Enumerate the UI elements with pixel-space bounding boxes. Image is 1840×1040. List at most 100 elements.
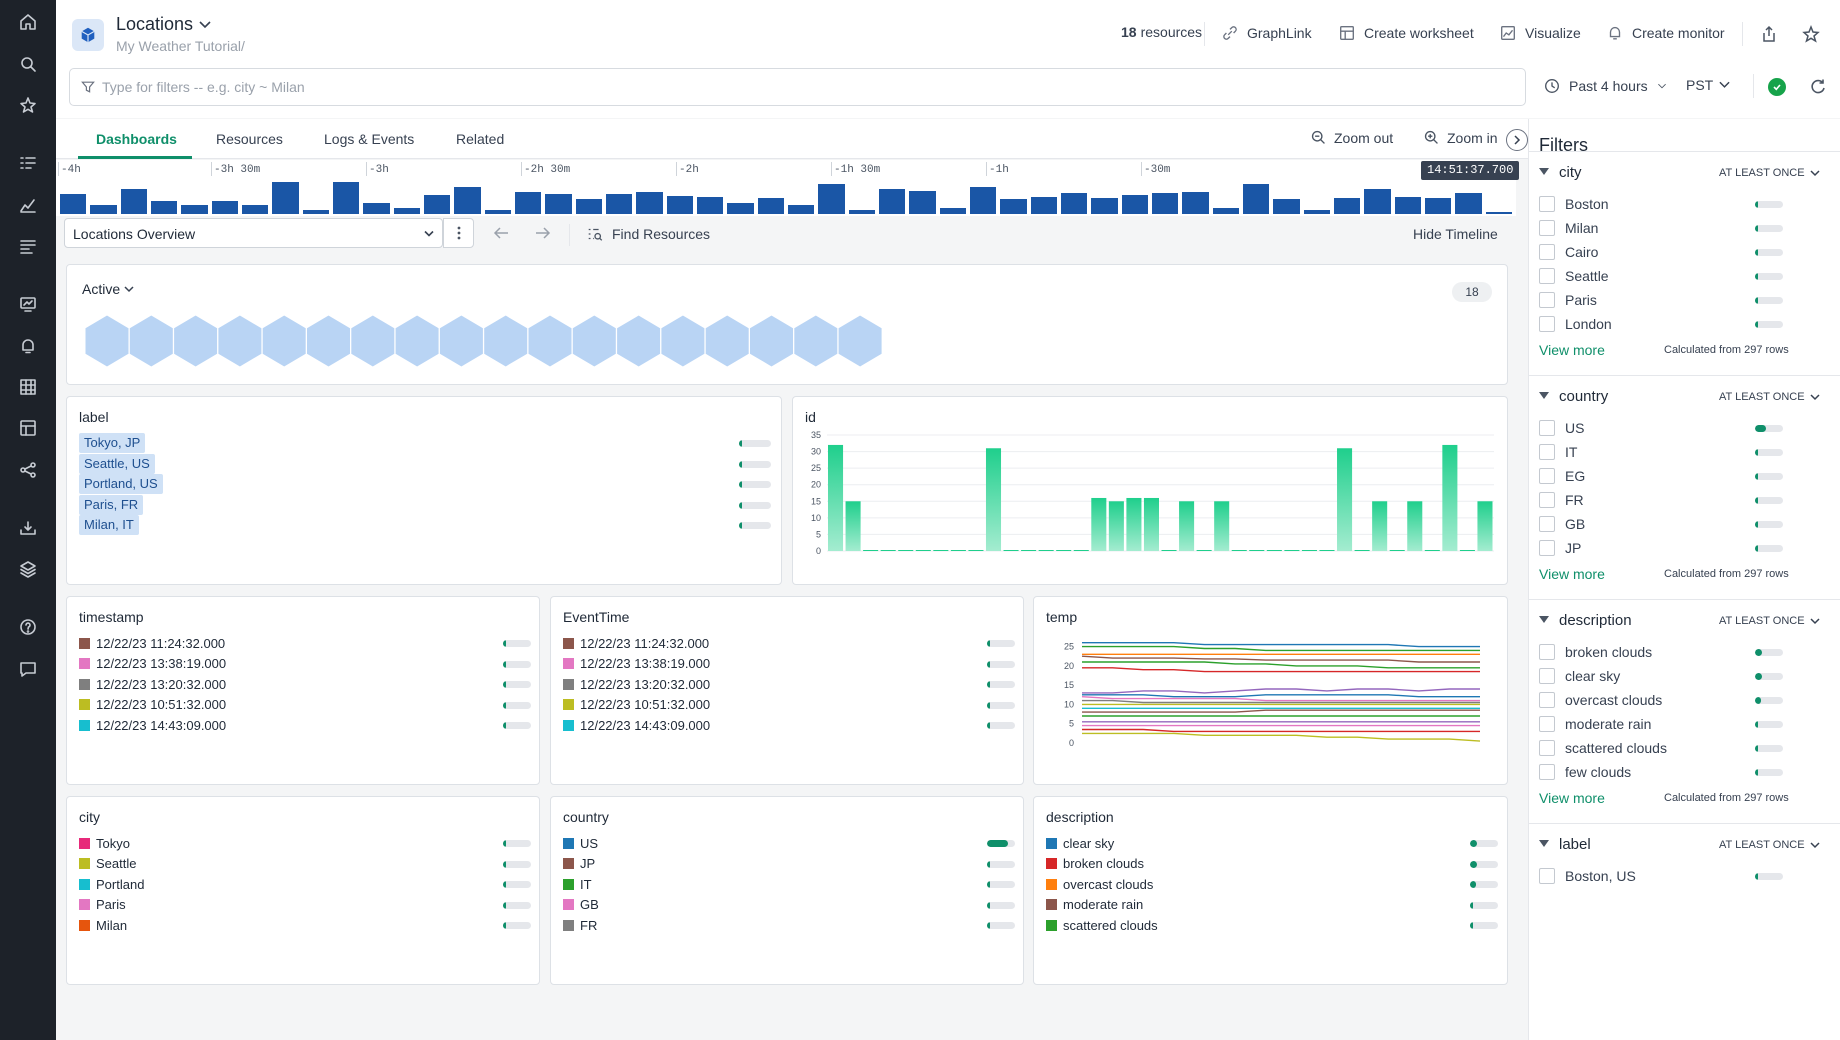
id-bar[interactable] xyxy=(1354,550,1370,551)
zoom-in-button[interactable]: Zoom in xyxy=(1423,129,1498,146)
legend-item[interactable]: Seattle xyxy=(79,854,136,874)
id-bar[interactable] xyxy=(1337,448,1353,551)
temp-series-line[interactable] xyxy=(1082,694,1480,698)
legend-item[interactable]: 12/22/23 11:24:32.000 xyxy=(79,633,225,653)
filter-bar[interactable] xyxy=(69,68,1526,106)
id-bar[interactable] xyxy=(1442,444,1458,551)
id-bar[interactable] xyxy=(1301,550,1317,551)
legend-item[interactable]: IT xyxy=(563,874,592,894)
chat-icon[interactable] xyxy=(18,659,38,679)
id-bar[interactable] xyxy=(950,550,966,551)
id-bar[interactable] xyxy=(1266,550,1282,551)
id-bar[interactable] xyxy=(1108,501,1124,551)
tab-resources[interactable]: Resources xyxy=(216,131,283,147)
hide-timeline-button[interactable]: Hide Timeline xyxy=(1413,226,1498,242)
id-bar[interactable] xyxy=(1179,501,1195,551)
id-bar[interactable] xyxy=(1196,550,1212,551)
id-bar[interactable] xyxy=(1249,550,1265,551)
resource-hex[interactable] xyxy=(660,314,706,368)
graphlink-button[interactable]: GraphLink xyxy=(1221,24,1312,42)
legend-item[interactable]: 12/22/23 11:24:32.000 xyxy=(563,633,709,653)
filter-checkbox[interactable] xyxy=(1539,716,1555,732)
timeline-histogram[interactable]: 14:51:37.700 -4h -3h 30m -3h -2h 30m -2h -1h … xyxy=(56,160,1520,216)
home-icon[interactable] xyxy=(18,12,38,32)
filter-checkbox[interactable] xyxy=(1539,516,1555,532)
more-options-icon[interactable] xyxy=(443,218,474,248)
filter-checkbox[interactable] xyxy=(1539,444,1555,460)
breadcrumb[interactable]: My Weather Tutorial/ xyxy=(116,38,245,54)
legend-item[interactable]: 12/22/23 14:43:09.000 xyxy=(563,715,710,735)
filter-checkbox[interactable] xyxy=(1539,196,1555,212)
layers-icon[interactable] xyxy=(18,559,38,579)
filter-option[interactable]: Paris xyxy=(1539,289,1839,311)
resource-hex[interactable] xyxy=(616,314,662,368)
data-stream-icon[interactable] xyxy=(18,518,38,538)
label-chip[interactable]: Milan, IT xyxy=(79,515,139,535)
resource-hex[interactable] xyxy=(261,314,307,368)
filter-option[interactable]: Boston, US xyxy=(1539,865,1839,887)
filter-option[interactable]: JP xyxy=(1539,537,1839,559)
temp-series-line[interactable] xyxy=(1082,667,1480,673)
legend-item[interactable]: 12/22/23 14:43:09.000 xyxy=(79,715,226,735)
monitor-icon[interactable] xyxy=(18,336,38,356)
dashboard-select[interactable]: Locations Overview xyxy=(64,218,443,248)
id-bar[interactable] xyxy=(1424,550,1440,551)
filter-option[interactable]: GB xyxy=(1539,513,1839,535)
temp-series-line[interactable] xyxy=(1081,655,1480,663)
worksheet-icon[interactable] xyxy=(18,418,38,438)
id-bar[interactable] xyxy=(1003,550,1019,551)
id-bar[interactable] xyxy=(1038,550,1054,551)
temp-series-line[interactable] xyxy=(1081,696,1480,702)
filter-option[interactable]: Boston xyxy=(1539,193,1839,215)
id-bar[interactable] xyxy=(863,550,879,551)
filter-option[interactable]: few clouds xyxy=(1539,761,1839,783)
legend-item[interactable]: scattered clouds xyxy=(1046,915,1158,935)
legend-item[interactable]: moderate rain xyxy=(1046,895,1143,915)
id-bar[interactable] xyxy=(1231,550,1247,551)
resource-hex[interactable] xyxy=(306,314,351,368)
temp-series-line[interactable] xyxy=(1082,661,1480,669)
help-icon[interactable] xyxy=(18,617,38,637)
id-bar[interactable] xyxy=(1477,501,1493,551)
temp-series-line[interactable] xyxy=(1082,641,1480,648)
legend-item[interactable]: JP xyxy=(563,854,595,874)
label-chip[interactable]: Portland, US xyxy=(79,474,163,494)
filter-checkbox[interactable] xyxy=(1539,740,1555,756)
tab-related[interactable]: Related xyxy=(456,131,505,147)
visualize-button[interactable]: Visualize xyxy=(1499,24,1581,42)
temp-series-line[interactable] xyxy=(1082,645,1480,652)
filter-option[interactable]: Cairo xyxy=(1539,241,1839,263)
id-bar[interactable] xyxy=(1459,550,1475,551)
legend-item[interactable]: 12/22/23 13:38:19.000 xyxy=(563,654,710,674)
trace-explorer-icon[interactable] xyxy=(18,236,38,256)
id-bar[interactable] xyxy=(1214,501,1230,551)
temp-series-line[interactable] xyxy=(1082,699,1480,704)
filter-option[interactable]: US xyxy=(1539,417,1839,439)
temp-series-line[interactable] xyxy=(1082,732,1481,742)
metric-explorer-icon[interactable] xyxy=(18,195,38,215)
filter-section-description[interactable]: description AT LEAST ONCE xyxy=(1529,599,1840,639)
resource-hex[interactable] xyxy=(217,314,263,368)
filter-checkbox[interactable] xyxy=(1539,668,1555,684)
id-bar[interactable] xyxy=(1126,497,1142,551)
legend-item[interactable]: 12/22/23 10:51:32.000 xyxy=(79,695,226,715)
filter-checkbox[interactable] xyxy=(1539,492,1555,508)
filter-checkbox[interactable] xyxy=(1539,540,1555,556)
id-bar[interactable] xyxy=(828,444,844,551)
star-icon[interactable] xyxy=(18,95,38,115)
timezone-picker[interactable]: PST xyxy=(1686,77,1730,93)
at-least-once-dropdown[interactable]: AT LEAST ONCE xyxy=(1719,839,1820,851)
view-more-link[interactable]: View more xyxy=(1539,790,1605,806)
legend-item[interactable]: US xyxy=(563,833,598,853)
filter-checkbox[interactable] xyxy=(1539,692,1555,708)
filter-input[interactable] xyxy=(102,77,1502,97)
legend-item[interactable]: GB xyxy=(563,895,599,915)
view-more-link[interactable]: View more xyxy=(1539,342,1605,358)
id-bar[interactable] xyxy=(1372,501,1388,551)
legend-item[interactable]: 12/22/23 13:20:32.000 xyxy=(563,674,710,694)
id-bar[interactable] xyxy=(985,448,1002,551)
forward-arrow-icon[interactable] xyxy=(534,225,552,241)
id-bar[interactable] xyxy=(968,550,984,551)
time-range-picker[interactable]: Past 4 hours xyxy=(1543,77,1668,95)
active-dropdown[interactable]: Active xyxy=(82,281,134,297)
